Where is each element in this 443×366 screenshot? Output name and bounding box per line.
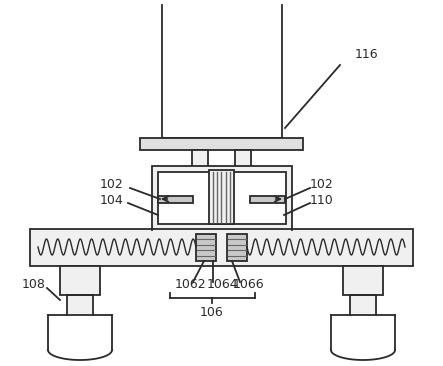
Bar: [227, 234, 247, 261]
Text: 1066: 1066: [233, 279, 264, 291]
Bar: [152, 166, 292, 230]
Text: 116: 116: [355, 49, 379, 61]
Bar: [140, 138, 303, 150]
Bar: [67, 295, 93, 315]
Bar: [343, 266, 383, 295]
Bar: [235, 150, 251, 200]
Bar: [158, 196, 193, 203]
Text: 1062: 1062: [175, 279, 206, 291]
Bar: [192, 150, 208, 200]
Text: 108: 108: [22, 279, 46, 291]
Text: 102: 102: [310, 179, 334, 191]
Text: 104: 104: [100, 194, 124, 206]
Text: 110: 110: [310, 194, 334, 206]
Bar: [196, 234, 216, 261]
Bar: [250, 196, 285, 203]
Bar: [209, 170, 234, 224]
Bar: [350, 295, 376, 315]
Bar: [158, 172, 286, 224]
Text: 1064: 1064: [207, 279, 239, 291]
Text: 106: 106: [200, 306, 224, 318]
Bar: [60, 266, 100, 295]
Text: 102: 102: [100, 179, 124, 191]
Bar: [30, 229, 413, 266]
